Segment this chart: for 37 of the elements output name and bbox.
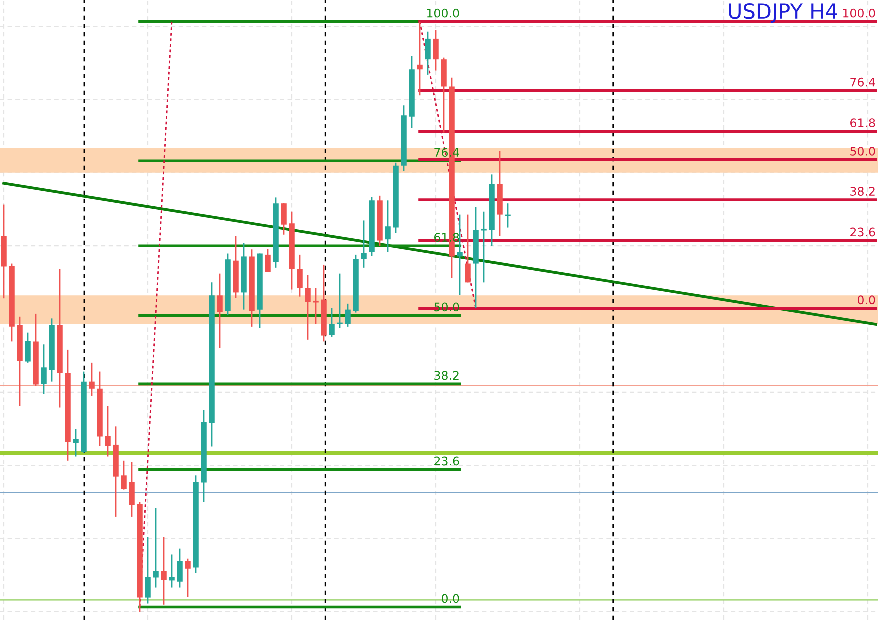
- candlestick: [89, 362, 95, 397]
- candlestick: [433, 29, 439, 72]
- candlestick: [217, 273, 223, 349]
- candlestick: [25, 332, 31, 364]
- candlestick: [177, 548, 183, 588]
- candlestick: [121, 460, 127, 491]
- candlestick: [161, 536, 167, 606]
- series-label: 61.8: [850, 118, 876, 128]
- series-label: 100.0: [844, 8, 876, 18]
- candlestick: [185, 558, 191, 598]
- candlestick: [265, 248, 271, 273]
- candlestick: [129, 461, 135, 518]
- series-label: 76.4: [850, 78, 876, 87]
- candlestick: [73, 428, 79, 458]
- series-label: 23.6: [850, 228, 876, 237]
- candlestick: [361, 220, 367, 269]
- candlestick: [345, 303, 351, 328]
- candlestick: [169, 554, 175, 588]
- series-label: 23.6: [434, 456, 460, 466]
- candlestick: [281, 202, 287, 236]
- candlestick: [465, 214, 471, 284]
- candlestick: [145, 536, 151, 604]
- candlestick: [153, 507, 159, 588]
- chart-title: USDJPY H4: [729, 3, 838, 24]
- candlestick: [385, 200, 391, 253]
- candlestick: [41, 344, 47, 395]
- candlestick: [297, 254, 303, 298]
- candlestick: [417, 21, 423, 96]
- series-label: 50.0: [850, 146, 876, 156]
- candlestick: [329, 307, 335, 338]
- series-label: 0.0: [858, 296, 876, 305]
- series-label: 38.2: [434, 371, 459, 380]
- series-label: 38.2: [850, 187, 875, 196]
- series-label: 100.0: [428, 8, 460, 18]
- candlestick: [105, 405, 111, 458]
- candlestick: [305, 274, 311, 341]
- candlestick: [425, 31, 431, 76]
